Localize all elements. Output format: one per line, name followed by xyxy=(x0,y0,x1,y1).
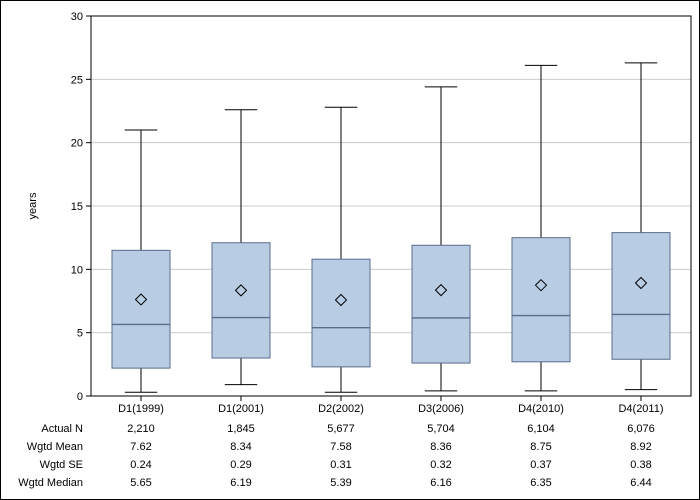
svg-text:6.35: 6.35 xyxy=(530,477,551,489)
svg-text:0.38: 0.38 xyxy=(630,459,651,471)
svg-text:6.44: 6.44 xyxy=(630,477,651,489)
svg-text:2,210: 2,210 xyxy=(127,423,155,435)
svg-text:D1(1999): D1(1999) xyxy=(118,403,164,415)
boxplot-svg: 0 5 10 15 20 25 30 years D1(1999) D1(2001) D2(2002… xyxy=(1,1,699,499)
svg-text:0.32: 0.32 xyxy=(430,459,451,471)
svg-text:Wgtd Mean: Wgtd Mean xyxy=(27,441,83,453)
svg-text:Wgtd SE: Wgtd SE xyxy=(40,459,83,471)
svg-text:0: 0 xyxy=(77,391,83,403)
svg-text:15: 15 xyxy=(71,201,83,213)
svg-text:7.58: 7.58 xyxy=(330,441,351,453)
svg-text:Actual N: Actual N xyxy=(41,423,83,435)
svg-text:5,704: 5,704 xyxy=(427,423,455,435)
svg-text:8.92: 8.92 xyxy=(630,441,651,453)
svg-text:6,104: 6,104 xyxy=(527,423,555,435)
svg-text:0.31: 0.31 xyxy=(330,459,351,471)
svg-text:5: 5 xyxy=(77,328,83,340)
svg-text:25: 25 xyxy=(71,74,83,86)
svg-text:10: 10 xyxy=(71,264,83,276)
svg-text:8.36: 8.36 xyxy=(430,441,451,453)
svg-text:D4(2010): D4(2010) xyxy=(518,403,564,415)
chart-container: 0 5 10 15 20 25 30 years D1(1999) D1(2001) D2(2002… xyxy=(0,0,700,500)
svg-text:D2(2002): D2(2002) xyxy=(318,403,364,415)
svg-text:D4(2011): D4(2011) xyxy=(618,403,663,415)
svg-text:6.16: 6.16 xyxy=(430,477,451,489)
svg-text:Wgtd Median: Wgtd Median xyxy=(18,477,83,489)
svg-text:D1(2001): D1(2001) xyxy=(218,403,264,415)
svg-text:1,845: 1,845 xyxy=(227,423,255,435)
svg-text:years: years xyxy=(27,192,39,219)
svg-text:0.37: 0.37 xyxy=(530,459,551,471)
svg-text:6.19: 6.19 xyxy=(230,477,251,489)
svg-text:6,076: 6,076 xyxy=(627,423,655,435)
svg-text:7.62: 7.62 xyxy=(130,441,151,453)
svg-text:8.34: 8.34 xyxy=(230,441,251,453)
svg-text:5.39: 5.39 xyxy=(330,477,351,489)
svg-text:5,677: 5,677 xyxy=(327,423,355,435)
svg-text:20: 20 xyxy=(71,138,83,150)
svg-text:0.24: 0.24 xyxy=(130,459,151,471)
svg-text:30: 30 xyxy=(71,11,83,23)
svg-text:8.75: 8.75 xyxy=(530,441,551,453)
svg-text:0.29: 0.29 xyxy=(230,459,251,471)
svg-text:D3(2006): D3(2006) xyxy=(418,403,464,415)
svg-text:5.65: 5.65 xyxy=(130,477,151,489)
